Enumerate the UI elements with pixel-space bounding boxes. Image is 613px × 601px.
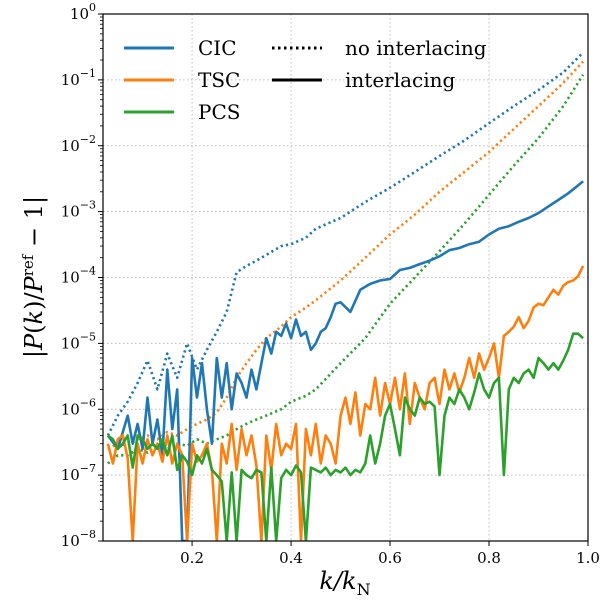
y-tick-label: 10−6 — [61, 396, 96, 418]
legend-label-cic: CIC — [198, 36, 237, 60]
y-tick-label: 10−2 — [61, 133, 96, 155]
series-group — [106, 51, 585, 541]
series-cic-interlacing — [106, 180, 584, 541]
y-tick-label: 10−5 — [61, 330, 96, 352]
y-tick-label: 10−7 — [61, 462, 96, 484]
x-tick-label: 0.6 — [378, 549, 402, 567]
legend-label-solid: interlacing — [345, 68, 456, 92]
y-tick-label: 10−1 — [61, 67, 96, 89]
y-tick-label: 10−3 — [61, 199, 96, 221]
x-tick-label: 0.8 — [477, 549, 501, 567]
x-tick-label: 1.0 — [576, 549, 600, 567]
series-tsc-interlacing — [106, 265, 585, 541]
x-tick-label: 0.4 — [279, 549, 303, 567]
y-tick-label: 10−8 — [61, 528, 96, 550]
legend-label-pcs: PCS — [198, 100, 240, 124]
legend-label-tsc: TSC — [198, 68, 240, 92]
y-tick-label: 10−4 — [61, 265, 96, 287]
x-axis-title: k/kN — [319, 567, 370, 599]
series-pcs-no-interlacing — [107, 74, 585, 465]
series-tsc-no-interlacing — [107, 60, 585, 451]
legend-label-dotted: no interlacing — [345, 36, 487, 60]
x-tick-label: 0.2 — [180, 549, 204, 567]
series-pcs-interlacing — [107, 332, 584, 541]
series-cic-no-interlacing — [106, 51, 585, 437]
y-axis: 10−8 10−7 10−6 10−5 10−4 10−3 10−2 10−1 100 — [61, 1, 103, 550]
y-axis-title: |P(k)/Pref − 1| — [19, 196, 49, 358]
x-axis: 0.2 0.4 0.6 0.8 1.0 — [180, 541, 600, 567]
y-tick-label: 100 — [70, 1, 96, 23]
legend: CIC TSC PCS no interlacing interlacing — [124, 36, 487, 124]
